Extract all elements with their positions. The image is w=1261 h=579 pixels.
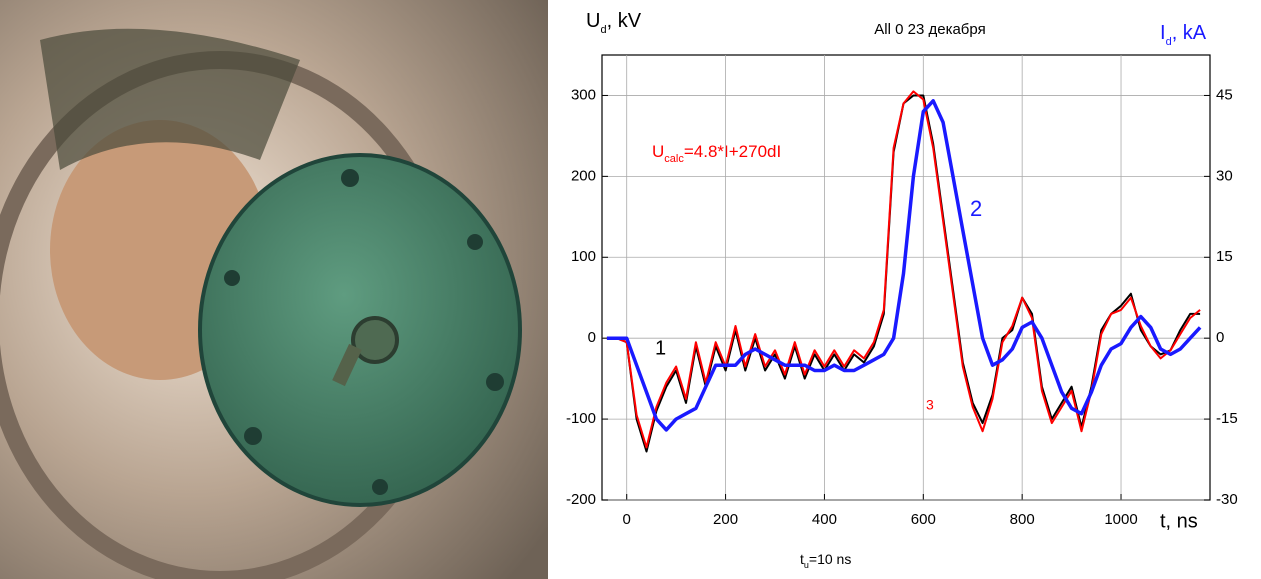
y2-axis-label: Id, kA: [1160, 22, 1207, 48]
y-tick-label: 100: [571, 248, 596, 265]
x-tick-label: 600: [911, 511, 936, 528]
y-tick-label: 200: [571, 167, 596, 184]
y-tick-label: -100: [566, 410, 596, 427]
y2-tick-label: -15: [1216, 410, 1238, 427]
y2-tick-label: -30: [1216, 491, 1238, 508]
x-tick-label: 0: [623, 511, 631, 528]
x-axis-label: t, ns: [1160, 510, 1198, 532]
x-tick-label: 800: [1010, 511, 1035, 528]
y2-tick-label: 30: [1216, 167, 1233, 184]
curve-label: 3: [926, 397, 934, 413]
series-line: [606, 99, 1202, 432]
curve-label: 1: [655, 337, 666, 359]
formula: Ucalc=4.8*I+270dI: [652, 142, 781, 164]
curve-label: 2: [970, 196, 982, 221]
y2-tick-label: 0: [1216, 329, 1224, 346]
photo: [0, 0, 548, 579]
y2-tick-label: 45: [1216, 86, 1233, 103]
x-tick-label: 200: [713, 511, 738, 528]
y-tick-label: 0: [588, 329, 596, 346]
x-tick-label: 400: [812, 511, 837, 528]
y-tick-label: -200: [566, 491, 596, 508]
x-tick-label: 1000: [1104, 511, 1137, 528]
footnote: tu=10 ns: [800, 551, 851, 571]
plot-frame: [601, 54, 1211, 501]
y2-tick-label: 15: [1216, 248, 1233, 265]
y-tick-label: 300: [571, 86, 596, 103]
chart: All 0 23 декабря Ud, kV Id, kA t, ns tu=…: [566, 10, 1238, 570]
chart-title: All 0 23 декабря: [874, 21, 985, 38]
y-axis-label: Ud, kV: [586, 10, 642, 36]
